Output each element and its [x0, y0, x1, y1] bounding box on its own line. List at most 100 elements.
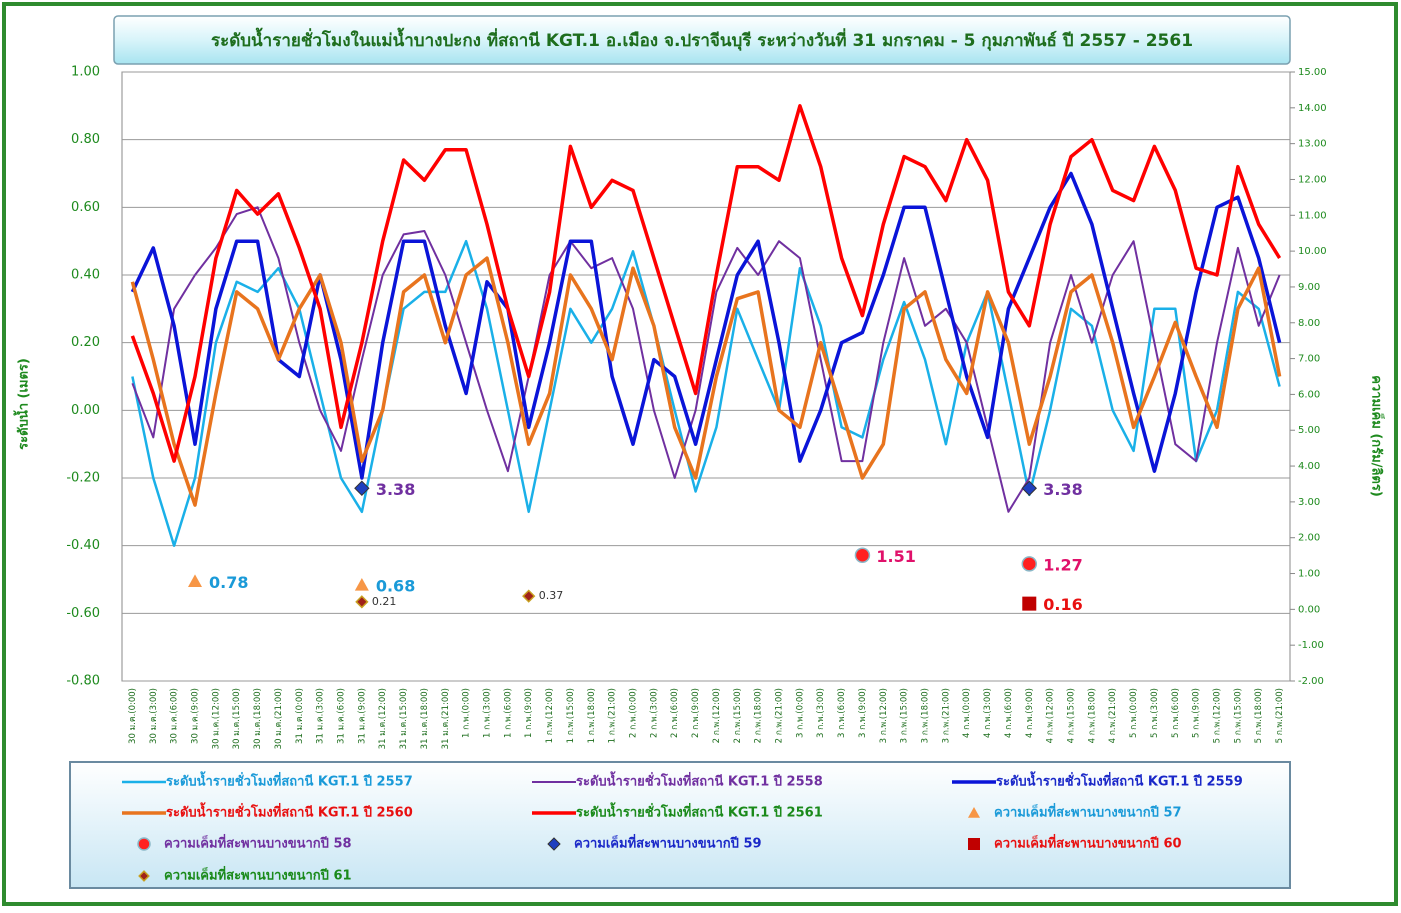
x-tick-label: 4 ก.พ.(0:00) — [962, 688, 972, 738]
y2-tick-label: 2.00 — [1298, 533, 1320, 544]
x-tick-label: 4 ก.พ.(9:00) — [1025, 688, 1035, 738]
x-tick-label: 2 ก.พ.(18:00) — [754, 688, 764, 743]
salinity-marker — [354, 577, 369, 591]
data-label: 1.51 — [876, 547, 915, 566]
data-label: 0.21 — [372, 595, 397, 608]
chart-title: ระดับน้ำรายชั่วโมงในแม่น้ำบางปะกง ที่สถา… — [211, 27, 1193, 51]
x-tick-label: 5 ก.พ.(3:00) — [1150, 688, 1160, 738]
x-tick-label: 30 ม.ค.(3:00) — [149, 688, 159, 744]
x-tick-label: 4 ก.พ.(15:00) — [1067, 688, 1077, 743]
data-label: 1.27 — [1043, 555, 1082, 574]
salinity-marker — [188, 574, 202, 588]
y2-tick-label: 4.00 — [1298, 461, 1320, 472]
x-tick-label: 3 ก.พ.(21:00) — [941, 688, 951, 743]
x-tick-label: 3 ก.พ.(3:00) — [816, 688, 826, 738]
data-label: 3.38 — [1043, 480, 1082, 499]
legend-label: ระดับน้ำรายชั่วโมงที่สถานี KGT.1 ปี 2559 — [996, 771, 1243, 790]
x-tick-label: 30 ม.ค.(12:00) — [211, 688, 221, 749]
y2-tick-label: 11.00 — [1298, 210, 1327, 221]
legend-label: ความเค็มที่สะพานบางขนากปี 57 — [994, 803, 1182, 821]
x-tick-label: 1 ก.พ.(6:00) — [503, 688, 513, 738]
legend-label: ความเค็มที่สะพานบางขนากปี 61 — [164, 866, 352, 884]
x-tick-label: 30 ม.ค.(0:00) — [128, 688, 138, 744]
series-line — [131, 206, 1281, 513]
x-tick-label: 1 ก.พ.(15:00) — [566, 688, 576, 743]
y2-tick-label: 15.00 — [1298, 67, 1327, 78]
legend-label: ความเค็มที่สะพานบางขนากปี 58 — [164, 834, 352, 852]
x-tick-label: 2 ก.พ.(6:00) — [670, 688, 680, 738]
x-tick-label: 30 ม.ค.(18:00) — [253, 688, 263, 749]
y2-tick-label: 5.00 — [1298, 425, 1320, 436]
x-tick-label: 1 ก.พ.(18:00) — [587, 688, 597, 743]
legend — [69, 761, 1291, 889]
x-tick-label: 5 ก.พ.(18:00) — [1254, 688, 1264, 743]
legend-label: ระดับน้ำรายชั่วโมงที่สถานี KGT.1 ปี 2560 — [166, 802, 413, 821]
salinity-marker — [1022, 596, 1037, 611]
x-tick-label: 2 ก.พ.(15:00) — [733, 688, 743, 743]
y-tick-label: 1.00 — [71, 65, 100, 80]
x-tick-label: 5 ก.พ.(9:00) — [1192, 688, 1202, 738]
y2-tick-label: 1.00 — [1298, 569, 1320, 580]
y2-tick-label: -1.00 — [1298, 640, 1324, 651]
legend-marker — [968, 838, 980, 850]
y2-tick-label: -2.00 — [1298, 676, 1324, 687]
title-box — [113, 15, 1291, 65]
x-tick-label: 3 ก.พ.(12:00) — [879, 688, 889, 743]
x-tick-label: 31 ม.ค.(21:00) — [441, 688, 451, 749]
y2-tick-label: 8.00 — [1298, 318, 1320, 329]
y-tick-label: -0.80 — [66, 674, 100, 689]
x-tick-label: 2 ก.พ.(3:00) — [649, 688, 659, 738]
x-tick-label: 1 ก.พ.(12:00) — [545, 688, 555, 743]
y2-tick-label: 12.00 — [1298, 174, 1327, 185]
y2-tick-label: 10.00 — [1298, 246, 1327, 257]
x-tick-label: 30 ม.ค.(6:00) — [170, 688, 180, 744]
series-line — [130, 256, 1282, 507]
salinity-marker — [522, 589, 536, 603]
x-tick-label: 1 ก.พ.(3:00) — [483, 688, 493, 738]
y2-tick-label: 6.00 — [1298, 389, 1320, 400]
x-tick-label: 3 ก.พ.(18:00) — [921, 688, 931, 743]
x-tick-label: 4 ก.พ.(6:00) — [1004, 688, 1014, 738]
x-tick-label: 2 ก.พ.(12:00) — [712, 688, 722, 743]
y2-tick-label: 9.00 — [1298, 282, 1320, 293]
data-label: 3.38 — [376, 480, 415, 499]
x-tick-label: 5 ก.พ.(12:00) — [1213, 688, 1223, 743]
legend-marker — [138, 870, 150, 882]
data-label: 0.78 — [209, 573, 248, 592]
salinity-marker — [1021, 480, 1037, 496]
legend-label: ระดับน้ำรายชั่วโมงที่สถานี KGT.1 ปี 2557 — [166, 771, 413, 790]
y2-axis-label: ความเค็ม (กรัม/ลิตร) — [1369, 375, 1387, 497]
y-axis-label: ระดับน้ำ (เมตร) — [13, 358, 32, 450]
x-tick-label: 31 ม.ค.(0:00) — [295, 688, 305, 744]
x-tick-label: 31 ม.ค.(9:00) — [357, 688, 367, 744]
x-tick-label: 4 ก.พ.(3:00) — [983, 688, 993, 738]
series-line — [131, 239, 1281, 547]
y-tick-label: 0.80 — [71, 132, 100, 147]
salinity-marker — [354, 480, 370, 496]
x-tick-label: 1 ก.พ.(0:00) — [462, 688, 472, 738]
x-tick-label: 1 ก.พ.(9:00) — [524, 688, 534, 738]
y-tick-label: -0.60 — [66, 606, 100, 621]
x-tick-label: 31 ม.ค.(15:00) — [399, 688, 409, 749]
x-tick-label: 31 ม.ค.(12:00) — [378, 688, 388, 749]
x-tick-label: 2 ก.พ.(21:00) — [775, 688, 785, 743]
salinity-marker — [1021, 556, 1038, 572]
y2-tick-label: 0.00 — [1298, 604, 1320, 615]
legend-marker — [547, 837, 561, 851]
legend-marker — [968, 807, 980, 818]
x-tick-label: 5 ก.พ.(0:00) — [1129, 688, 1139, 738]
y2-tick-label: 3.00 — [1298, 497, 1320, 508]
y-tick-label: -0.40 — [66, 538, 100, 553]
x-tick-label: 30 ม.ค.(21:00) — [274, 688, 284, 749]
salinity-marker — [355, 595, 369, 609]
legend-marker — [137, 837, 151, 851]
salinity-marker — [854, 547, 871, 564]
y2-tick-label: 13.00 — [1298, 139, 1327, 150]
legend-label: ระดับน้ำรายชั่วโมงที่สถานี KGT.1 ปี 2558 — [576, 771, 823, 790]
x-tick-label: 31 ม.ค.(18:00) — [420, 688, 430, 749]
y-tick-label: 0.40 — [71, 268, 100, 283]
x-tick-label: 5 ก.พ.(6:00) — [1171, 688, 1181, 738]
y-tick-label: 0.00 — [71, 403, 100, 418]
y-tick-label: 0.60 — [71, 200, 100, 215]
